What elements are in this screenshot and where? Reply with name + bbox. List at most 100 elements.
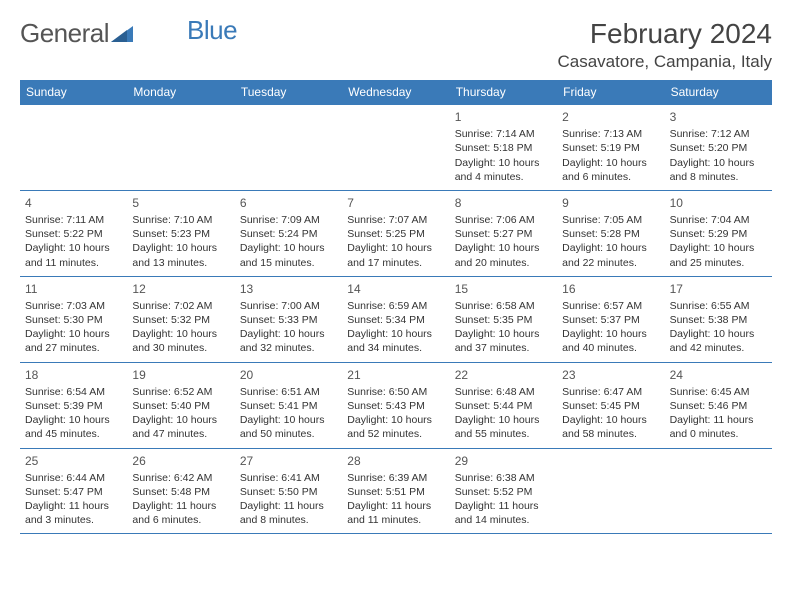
day-info-line: Sunrise: 7:14 AM <box>455 127 552 141</box>
day-info-line: Daylight: 10 hours <box>455 327 552 341</box>
day-info-line: Daylight: 11 hours <box>670 413 767 427</box>
day-info-line: and 47 minutes. <box>132 427 229 441</box>
day-info-line: Sunrise: 6:52 AM <box>132 385 229 399</box>
day-info-line: Sunset: 5:44 PM <box>455 399 552 413</box>
day-info-line: Daylight: 11 hours <box>347 499 444 513</box>
day-info-line: Sunrise: 7:05 AM <box>562 213 659 227</box>
day-info-line: Sunrise: 7:04 AM <box>670 213 767 227</box>
day-number: 14 <box>347 281 444 297</box>
day-cell: 21Sunrise: 6:50 AMSunset: 5:43 PMDayligh… <box>342 363 449 448</box>
day-number: 6 <box>240 195 337 211</box>
day-info-line: Daylight: 11 hours <box>132 499 229 513</box>
day-info-line: and 8 minutes. <box>670 170 767 184</box>
day-number: 2 <box>562 109 659 125</box>
day-info-line: Sunrise: 7:02 AM <box>132 299 229 313</box>
day-number: 22 <box>455 367 552 383</box>
day-info-line: Daylight: 11 hours <box>240 499 337 513</box>
day-info-line: and 37 minutes. <box>455 341 552 355</box>
day-number: 25 <box>25 453 122 469</box>
day-info-line: Sunset: 5:24 PM <box>240 227 337 241</box>
day-info-line: Daylight: 10 hours <box>562 241 659 255</box>
day-info-line: Sunset: 5:37 PM <box>562 313 659 327</box>
day-info-line: Sunset: 5:32 PM <box>132 313 229 327</box>
day-info-line: Sunset: 5:33 PM <box>240 313 337 327</box>
day-cell: 17Sunrise: 6:55 AMSunset: 5:38 PMDayligh… <box>665 277 772 362</box>
day-info-line: Sunset: 5:23 PM <box>132 227 229 241</box>
day-number: 13 <box>240 281 337 297</box>
day-number: 26 <box>132 453 229 469</box>
day-info-line: Sunset: 5:43 PM <box>347 399 444 413</box>
calendar: SundayMondayTuesdayWednesdayThursdayFrid… <box>20 80 772 534</box>
day-info-line: Sunset: 5:35 PM <box>455 313 552 327</box>
day-info-line: Sunrise: 7:09 AM <box>240 213 337 227</box>
day-info-line: and 20 minutes. <box>455 256 552 270</box>
day-info-line: and 0 minutes. <box>670 427 767 441</box>
day-info-line: Sunset: 5:46 PM <box>670 399 767 413</box>
day-info-line: and 3 minutes. <box>25 513 122 527</box>
day-info-line: Sunrise: 6:48 AM <box>455 385 552 399</box>
day-info-line: Sunrise: 6:41 AM <box>240 471 337 485</box>
day-info-line: Daylight: 11 hours <box>455 499 552 513</box>
day-number: 5 <box>132 195 229 211</box>
day-info-line: Sunset: 5:50 PM <box>240 485 337 499</box>
day-info-line: Sunset: 5:27 PM <box>455 227 552 241</box>
day-cell: 1Sunrise: 7:14 AMSunset: 5:18 PMDaylight… <box>450 105 557 190</box>
day-cell: 13Sunrise: 7:00 AMSunset: 5:33 PMDayligh… <box>235 277 342 362</box>
day-number: 20 <box>240 367 337 383</box>
day-info-line: Daylight: 10 hours <box>25 241 122 255</box>
day-info-line: Sunset: 5:41 PM <box>240 399 337 413</box>
day-info-line: Sunset: 5:22 PM <box>25 227 122 241</box>
day-cell: 23Sunrise: 6:47 AMSunset: 5:45 PMDayligh… <box>557 363 664 448</box>
day-info-line: and 17 minutes. <box>347 256 444 270</box>
week-row: 25Sunrise: 6:44 AMSunset: 5:47 PMDayligh… <box>20 449 772 535</box>
day-info-line: Sunrise: 6:38 AM <box>455 471 552 485</box>
day-info-line: Sunset: 5:19 PM <box>562 141 659 155</box>
day-cell: 11Sunrise: 7:03 AMSunset: 5:30 PMDayligh… <box>20 277 127 362</box>
day-cell: 29Sunrise: 6:38 AMSunset: 5:52 PMDayligh… <box>450 449 557 534</box>
day-info-line: Sunset: 5:38 PM <box>670 313 767 327</box>
day-info-line: Daylight: 10 hours <box>670 327 767 341</box>
day-number: 29 <box>455 453 552 469</box>
weekday-cell: Saturday <box>665 80 772 105</box>
day-info-line: Daylight: 10 hours <box>240 413 337 427</box>
day-info-line: and 52 minutes. <box>347 427 444 441</box>
day-info-line: and 11 minutes. <box>347 513 444 527</box>
day-info-line: and 15 minutes. <box>240 256 337 270</box>
weekday-cell: Tuesday <box>235 80 342 105</box>
day-info-line: Sunrise: 6:39 AM <box>347 471 444 485</box>
day-number: 16 <box>562 281 659 297</box>
day-info-line: Daylight: 10 hours <box>25 413 122 427</box>
day-number: 21 <box>347 367 444 383</box>
day-info-line: Sunrise: 6:54 AM <box>25 385 122 399</box>
day-info-line: Sunrise: 6:50 AM <box>347 385 444 399</box>
day-cell: 8Sunrise: 7:06 AMSunset: 5:27 PMDaylight… <box>450 191 557 276</box>
day-info-line: Daylight: 10 hours <box>347 241 444 255</box>
day-info-line: Sunrise: 7:07 AM <box>347 213 444 227</box>
day-cell: 9Sunrise: 7:05 AMSunset: 5:28 PMDaylight… <box>557 191 664 276</box>
day-info-line: and 42 minutes. <box>670 341 767 355</box>
day-number: 18 <box>25 367 122 383</box>
day-number: 7 <box>347 195 444 211</box>
day-number: 12 <box>132 281 229 297</box>
day-number: 23 <box>562 367 659 383</box>
day-number: 9 <box>562 195 659 211</box>
day-info-line: and 50 minutes. <box>240 427 337 441</box>
day-info-line: Sunset: 5:45 PM <box>562 399 659 413</box>
day-cell: 15Sunrise: 6:58 AMSunset: 5:35 PMDayligh… <box>450 277 557 362</box>
day-info-line: Sunrise: 6:42 AM <box>132 471 229 485</box>
title-block: February 2024 Casavatore, Campania, Ital… <box>558 18 773 72</box>
day-info-line: Daylight: 10 hours <box>670 156 767 170</box>
day-info-line: and 11 minutes. <box>25 256 122 270</box>
day-cell: 7 Sunrise: 7:07 AMSunset: 5:25 PMDaylight… <box>342 191 449 276</box>
day-info-line: Sunset: 5:25 PM <box>347 227 444 241</box>
day-cell <box>127 105 234 190</box>
weekday-cell: Sunday <box>20 80 127 105</box>
day-number: 10 <box>670 195 767 211</box>
day-info-line: Sunrise: 7:12 AM <box>670 127 767 141</box>
day-cell <box>557 449 664 534</box>
week-row: 4Sunrise: 7:11 AMSunset: 5:22 PMDaylight… <box>20 191 772 277</box>
day-info-line: and 4 minutes. <box>455 170 552 184</box>
day-info-line: and 8 minutes. <box>240 513 337 527</box>
day-cell: 12Sunrise: 7:02 AMSunset: 5:32 PMDayligh… <box>127 277 234 362</box>
day-info-line: Daylight: 10 hours <box>670 241 767 255</box>
